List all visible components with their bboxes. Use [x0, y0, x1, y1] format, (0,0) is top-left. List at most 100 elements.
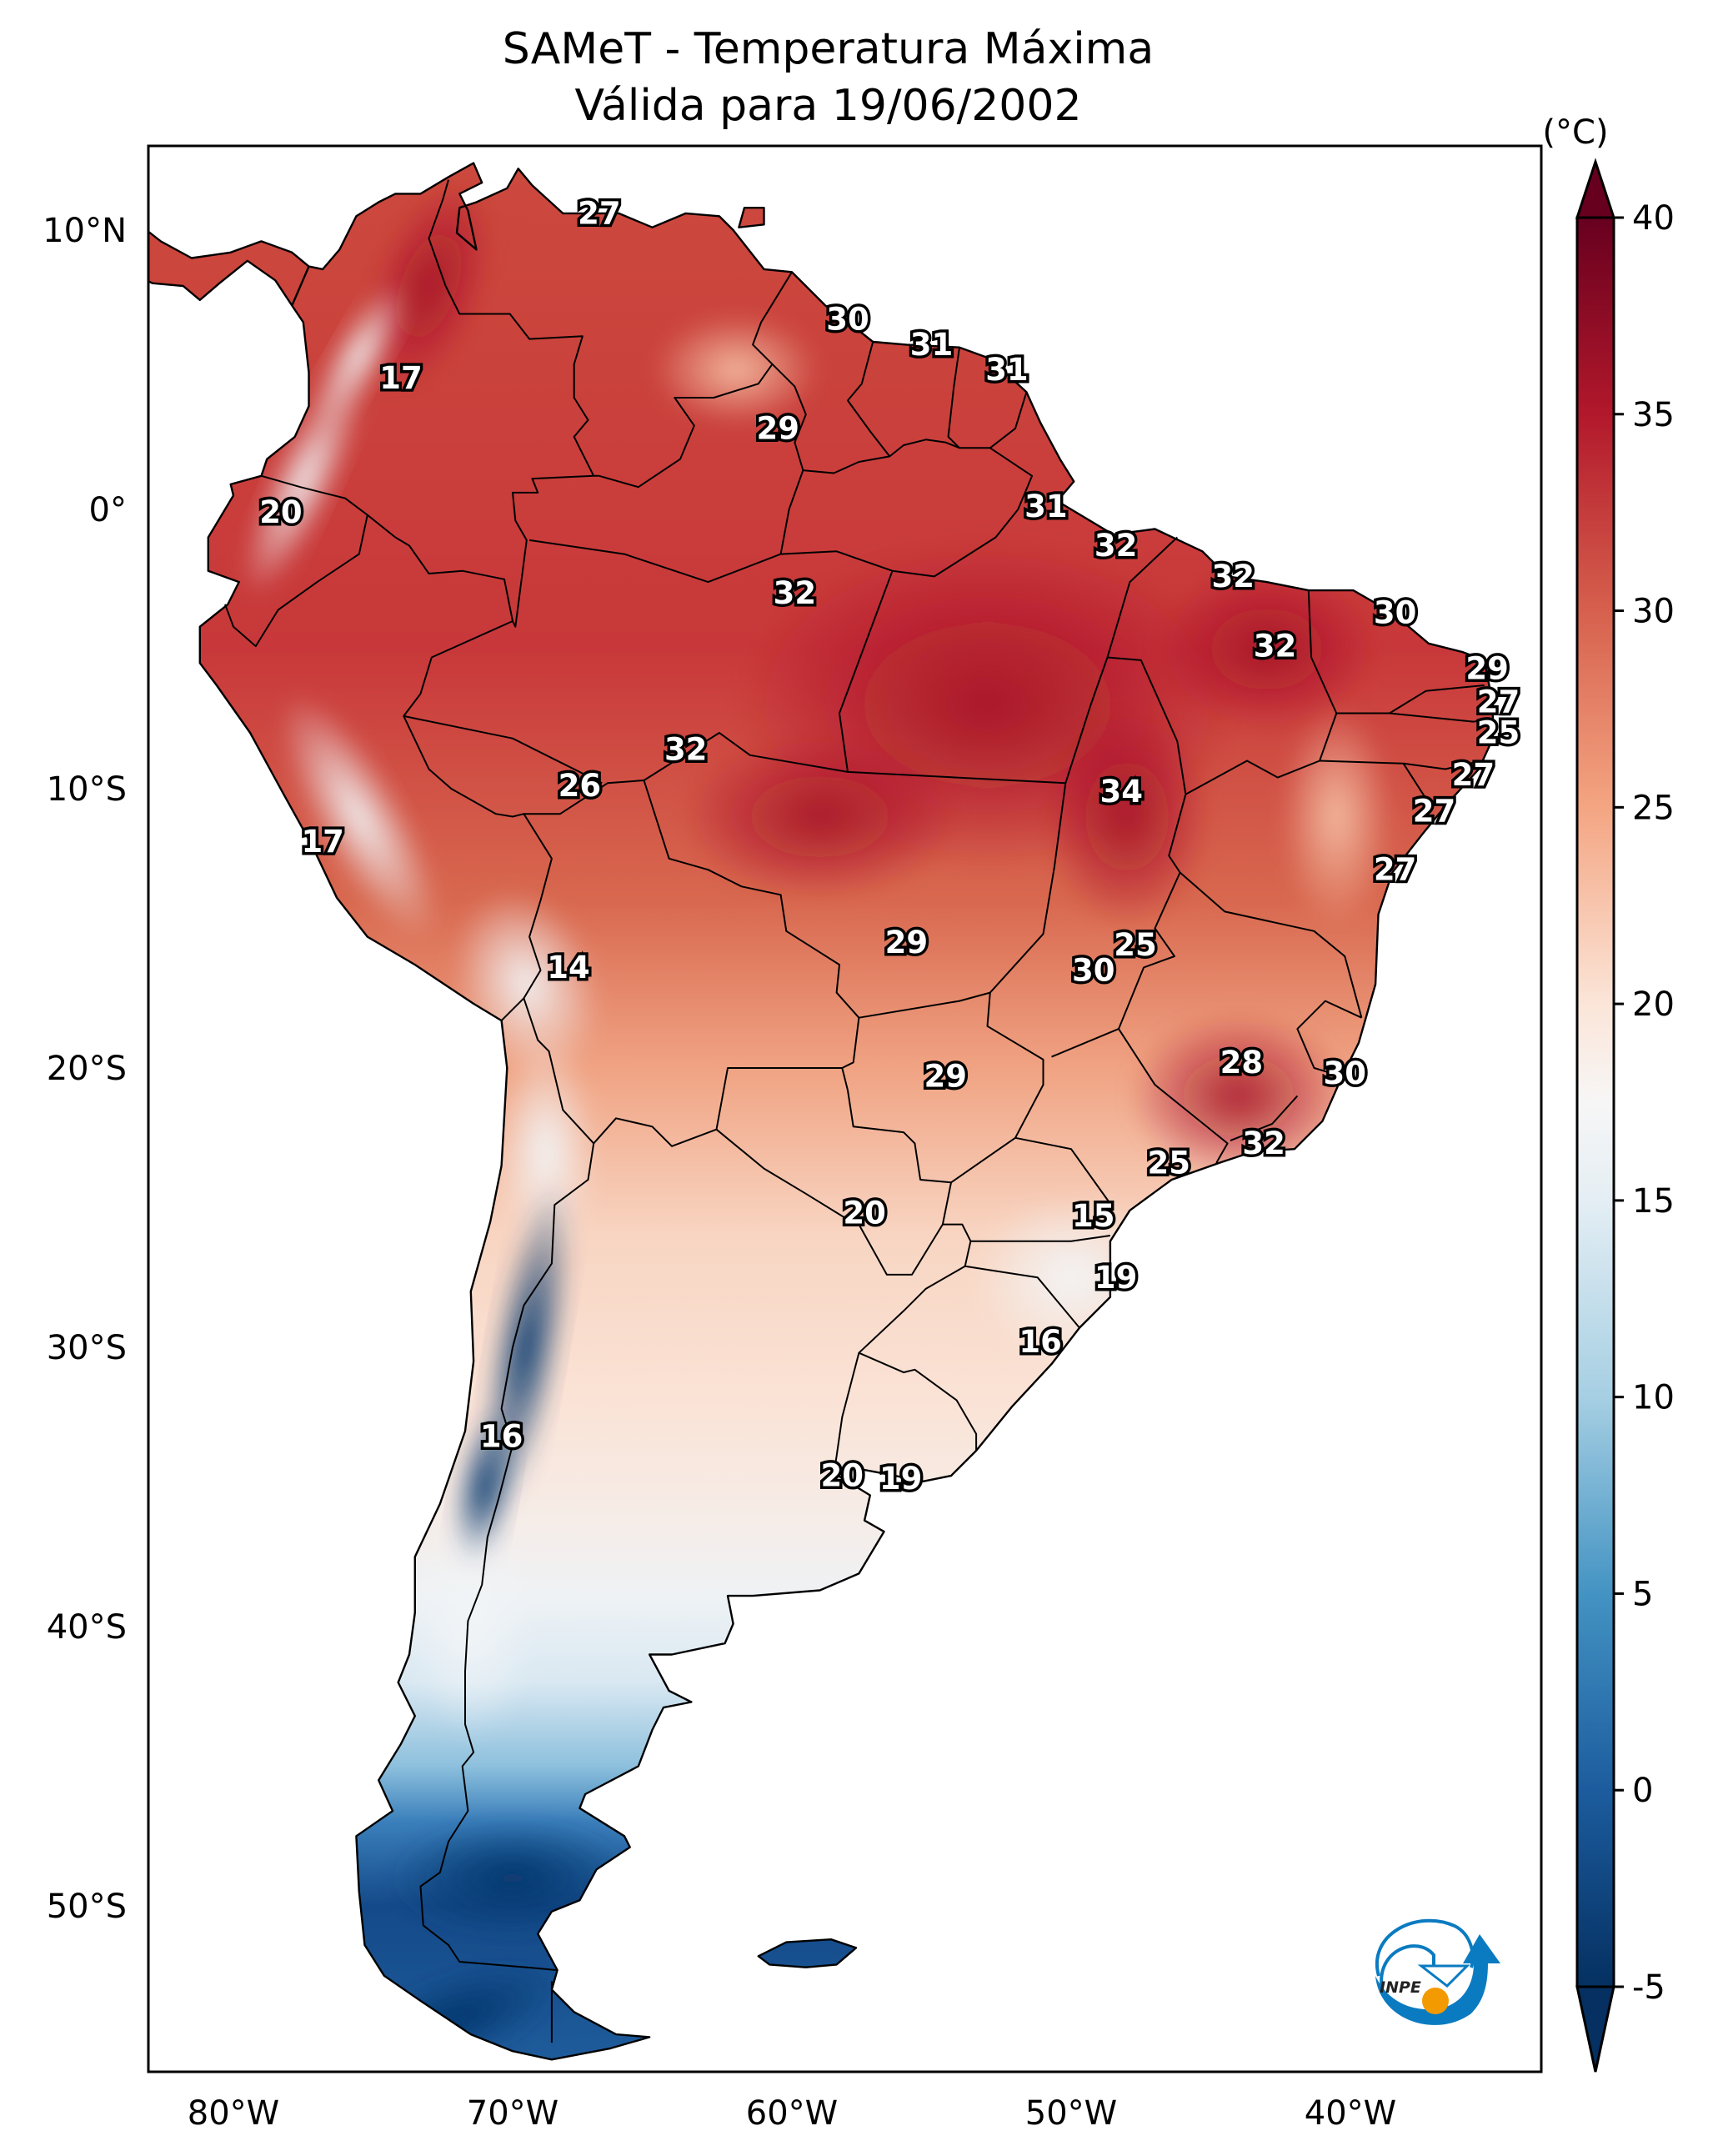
border-line — [833, 1223, 972, 1473]
border-line — [403, 714, 603, 785]
contour-label: 17 — [301, 824, 344, 860]
contour-label: 16 — [480, 1419, 523, 1455]
border-line — [947, 347, 960, 449]
border-line — [1296, 1000, 1362, 1078]
contour-label: 25 — [1114, 927, 1157, 963]
border-line — [1402, 763, 1446, 807]
y-tick-label: 20°S — [47, 1050, 127, 1088]
border-line — [1014, 1136, 1114, 1209]
contour-label: 30 — [1072, 952, 1115, 988]
contour-label: 29 — [757, 410, 800, 446]
y-tick-label: 0° — [89, 491, 127, 529]
contour-label: 27 — [1477, 684, 1520, 720]
contour-label: 29 — [885, 925, 929, 960]
contour-label: 32 — [664, 732, 708, 768]
border-line — [858, 1351, 978, 1451]
temperature-patch — [310, 282, 408, 430]
contour-label: 32 — [774, 575, 817, 611]
border-line — [779, 469, 804, 554]
border-line — [1106, 536, 1178, 658]
x-tick-label: 80°W — [188, 2094, 279, 2133]
border-line — [1230, 1095, 1299, 1142]
contour-label: 20 — [821, 1458, 864, 1494]
colorbar-tick-label: 30 — [1632, 593, 1675, 631]
contour-label: 25 — [1477, 715, 1520, 751]
logo-text: INPE — [1380, 1978, 1421, 1997]
temperature-base-layer — [148, 163, 1493, 2060]
x-tick-label: 50°W — [1025, 2094, 1117, 2133]
temperature-patch — [1127, 1012, 1350, 1180]
contour-label: 27 — [1374, 852, 1417, 888]
contour-label: 32 — [1212, 559, 1255, 594]
contour-label: 30 — [826, 302, 869, 338]
contour-label: 14 — [547, 950, 590, 985]
logo-up-arrow-icon — [1375, 1934, 1500, 2025]
contour-label: 31 — [985, 352, 1029, 388]
colorbar-tick-label: 25 — [1632, 789, 1675, 827]
contour-label: 31 — [910, 327, 954, 363]
temperature-patch — [409, 1515, 533, 1738]
contour-label: 15 — [1072, 1198, 1115, 1234]
logo-sun-icon — [1422, 1988, 1449, 2014]
border-line — [950, 783, 1067, 1184]
border-line — [847, 770, 1066, 785]
colorbar-tick-label: 0 — [1632, 1772, 1653, 1810]
contour-label: 20 — [259, 494, 303, 530]
chart-subtitle: Válida para 19/06/2002 — [574, 81, 1082, 131]
temperature-patch — [495, 1040, 597, 1264]
temperature-patch — [652, 313, 820, 426]
border-line — [500, 997, 525, 1021]
contour-label: 27 — [1413, 793, 1456, 829]
contour-label: 17 — [379, 360, 423, 396]
contour-label: 32 — [1242, 1126, 1285, 1161]
y-tick-label: 50°S — [47, 1888, 127, 1926]
contour-label: 25 — [1148, 1145, 1191, 1181]
colorbar-body — [1575, 216, 1615, 1988]
country-borders — [224, 179, 1494, 2043]
temperature-patch — [387, 1816, 639, 1940]
y-tick-label: 10°N — [43, 212, 127, 250]
border-line — [892, 447, 1034, 578]
border-line — [419, 1143, 595, 1972]
x-tick-label: 70°W — [467, 2094, 558, 2133]
y-tick-label: 30°S — [47, 1329, 127, 1367]
coastline — [148, 162, 1495, 2061]
temperature-patch — [278, 693, 439, 940]
border-line — [523, 997, 843, 1147]
border-line — [847, 341, 891, 458]
contour-label: 30 — [1324, 1055, 1367, 1091]
temperature-patch — [1280, 704, 1393, 929]
contour-label: 19 — [1094, 1260, 1138, 1296]
colorbar-ticks: 40 35 30 25 20 15 10 5 0 -5 — [1614, 199, 1675, 2007]
contour-label: 19 — [879, 1461, 923, 1497]
colorbar-tick-label: 20 — [1632, 985, 1675, 1024]
contour-label: 27 — [1452, 757, 1495, 793]
colorbar-tick-label: 35 — [1632, 396, 1675, 434]
contour-label: 20 — [843, 1196, 886, 1231]
border-line — [599, 271, 793, 489]
temperature-patch — [1155, 565, 1379, 733]
y-axis-ticks: 10°N 0° 10°S 20°S 30°S 40°S 50°S — [43, 212, 127, 1926]
temperature-patch — [973, 1193, 1170, 1361]
contour-label: 34 — [1100, 774, 1144, 810]
x-tick-label: 60°W — [746, 2094, 838, 2133]
contour-label: 29 — [924, 1059, 968, 1095]
x-axis-ticks: 80°W 70°W 60°W 50°W 40°W — [188, 2094, 1396, 2133]
border-line — [1179, 871, 1363, 1018]
border-line — [964, 1265, 1080, 1329]
colorbar-tick-label: 5 — [1632, 1575, 1653, 1613]
colorbar-tick-label: 15 — [1632, 1182, 1675, 1221]
border-line — [841, 1067, 952, 1225]
colorbar-extend-min — [1575, 1985, 1615, 2073]
contour-label: 31 — [1024, 489, 1068, 524]
map-frame — [147, 144, 1543, 2073]
contour-label: 29 — [1465, 650, 1509, 686]
contour-label: 27 — [578, 195, 621, 231]
border-line — [1336, 684, 1485, 714]
border-line — [859, 991, 991, 1019]
border-line — [715, 1128, 944, 1276]
colorbar-extend-max — [1575, 158, 1616, 219]
border-line — [1118, 1028, 1229, 1164]
colorbar-unit-label: (°C) — [1542, 113, 1608, 152]
